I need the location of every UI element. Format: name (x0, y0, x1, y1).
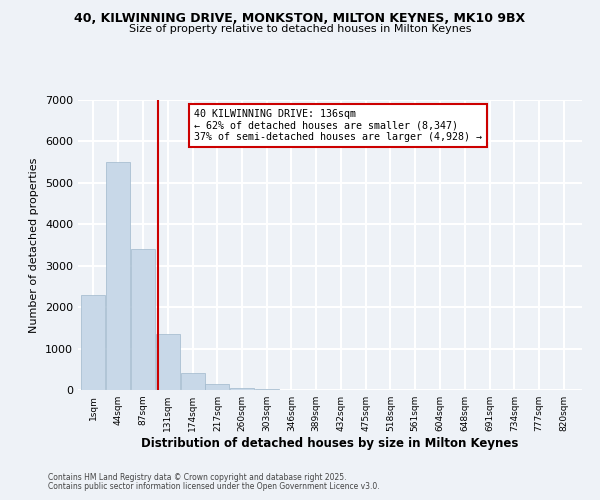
Bar (230, 388, 254, 390)
Bar (205, 384, 229, 390)
Bar (106, 162, 130, 390)
Y-axis label: Number of detached properties: Number of detached properties (29, 158, 40, 332)
Text: 40 KILWINNING DRIVE: 136sqm
← 62% of detached houses are smaller (8,347)
37% of : 40 KILWINNING DRIVE: 136sqm ← 62% of det… (194, 108, 482, 142)
Text: 40, KILWINNING DRIVE, MONKSTON, MILTON KEYNES, MK10 9BX: 40, KILWINNING DRIVE, MONKSTON, MILTON K… (74, 12, 526, 26)
Bar (156, 334, 180, 390)
Bar (81, 294, 106, 390)
Bar (181, 374, 205, 390)
Text: Contains HM Land Registry data © Crown copyright and database right 2025.: Contains HM Land Registry data © Crown c… (48, 473, 347, 482)
X-axis label: Distribution of detached houses by size in Milton Keynes: Distribution of detached houses by size … (142, 437, 518, 450)
Text: Size of property relative to detached houses in Milton Keynes: Size of property relative to detached ho… (129, 24, 471, 34)
Bar (131, 249, 155, 390)
Text: Contains public sector information licensed under the Open Government Licence v3: Contains public sector information licen… (48, 482, 380, 491)
Bar (254, 389, 279, 390)
